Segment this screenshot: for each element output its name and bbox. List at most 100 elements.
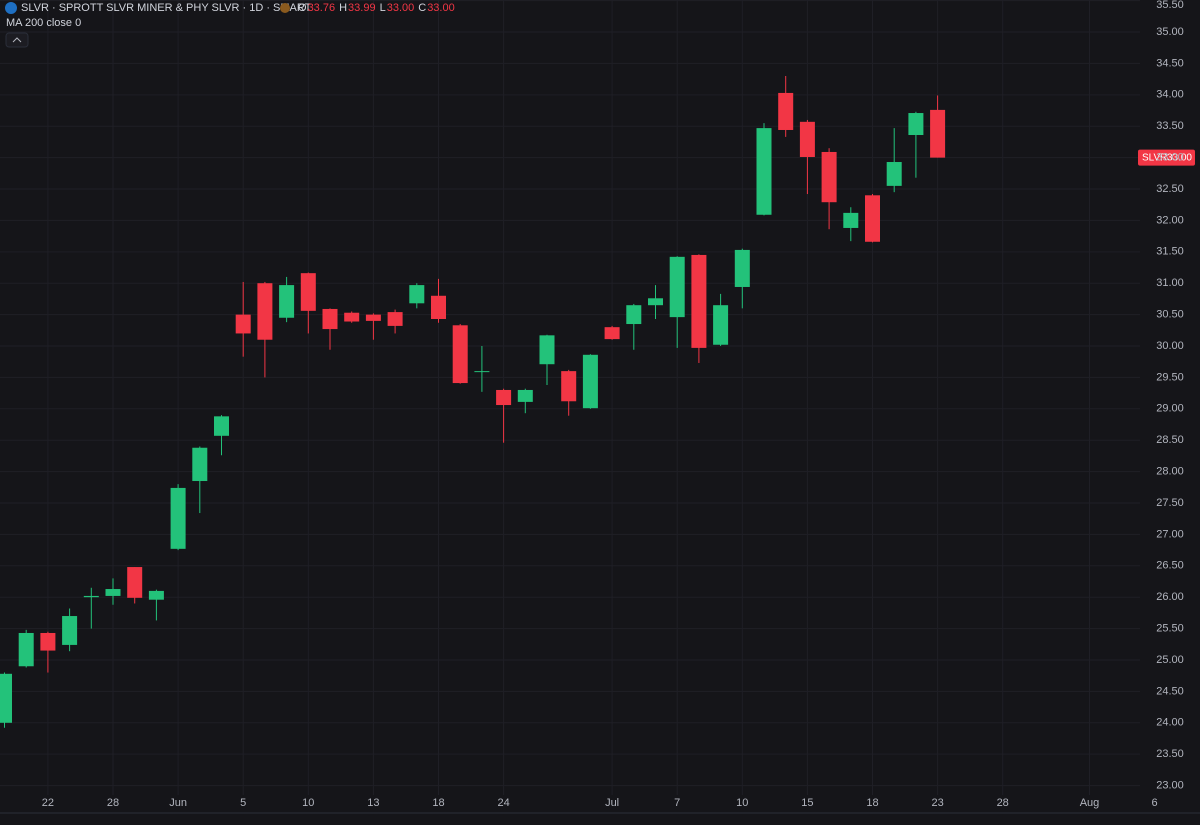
candle-body	[279, 285, 295, 318]
x-tick-label: 22	[42, 797, 54, 809]
y-tick-label: 24.00	[1156, 717, 1184, 729]
y-tick-label: 26.50	[1156, 560, 1184, 572]
y-tick-label: 32.50	[1156, 183, 1184, 195]
y-tick-label: 28.50	[1156, 434, 1184, 446]
price-tag-symbol: SLVR	[1142, 152, 1167, 163]
price-tag-value: 33.00	[1167, 152, 1192, 163]
candle-body	[257, 283, 273, 340]
y-tick-label: 26.00	[1156, 591, 1184, 603]
candle-body	[83, 595, 99, 598]
candle-body	[648, 298, 663, 306]
y-tick-label: 25.00	[1156, 654, 1184, 666]
y-tick-label: 23.00	[1156, 779, 1184, 791]
x-tick-label: Jun	[169, 797, 187, 809]
ohlc-key: H	[339, 2, 347, 14]
ohlc-key: C	[418, 2, 426, 14]
y-tick-label: 33.00	[1156, 152, 1184, 164]
y-tick-label: 34.00	[1156, 89, 1184, 101]
candle-body	[344, 312, 360, 322]
y-tick-label: 23.50	[1156, 748, 1184, 760]
candle-body	[431, 295, 446, 320]
x-tick-label: 6	[1152, 797, 1158, 809]
x-tick-label: 18	[432, 797, 444, 809]
y-tick-label: 29.50	[1156, 371, 1184, 383]
candle-body	[930, 109, 946, 158]
collapse-button[interactable]	[5, 32, 29, 48]
candle-body	[0, 673, 12, 723]
candle-body	[517, 389, 533, 402]
candle-body	[235, 314, 251, 334]
candle-body	[865, 195, 880, 242]
y-tick-label: 30.00	[1156, 340, 1184, 352]
y-tick-label: 33.50	[1156, 120, 1184, 132]
candle-body	[40, 632, 56, 651]
x-tick-label: Jul	[605, 797, 619, 809]
x-tick-label: 5	[240, 797, 246, 809]
x-tick-label: 28	[107, 797, 119, 809]
candle-body	[496, 389, 512, 406]
price-tag: SLVR 33.00	[1138, 149, 1195, 166]
y-tick-label: 24.50	[1156, 685, 1184, 697]
x-tick-label: 28	[997, 797, 1009, 809]
candle-body	[713, 305, 729, 345]
candle-body	[365, 314, 381, 321]
candle-body	[474, 371, 490, 373]
candle-body	[148, 590, 164, 600]
y-tick-label: 31.00	[1156, 277, 1184, 289]
ohlc-header: O 33.76 H 33.99 L 33.00 C 33.00	[298, 2, 455, 14]
collapse-icon	[12, 37, 22, 43]
candle-body	[886, 162, 902, 186]
ohlc-value: 33.76	[308, 2, 336, 14]
ohlc-key: O	[298, 2, 307, 14]
candle-body	[908, 113, 924, 136]
candles	[0, 75, 946, 728]
candle-body	[192, 447, 208, 482]
ohlc-key: L	[380, 2, 386, 14]
symbol-logo	[5, 2, 17, 14]
x-tick-label: 23	[931, 797, 943, 809]
candle-body	[799, 121, 815, 157]
x-tick-label: Aug	[1080, 797, 1100, 809]
exchange-icon	[280, 3, 290, 13]
candle-body	[561, 371, 577, 402]
x-tick-label: 13	[367, 797, 379, 809]
x-tick-label: 7	[674, 797, 680, 809]
candle-body	[604, 327, 620, 340]
ohlc-value: 33.00	[387, 2, 415, 14]
y-tick-label: 25.50	[1156, 622, 1184, 634]
ohlc-value: 33.00	[427, 2, 455, 14]
candle-body	[18, 632, 34, 667]
symbol-line: SLVR · SPROTT SLVR MINER & PHY SLVR · 1D…	[21, 2, 312, 14]
candle-body	[452, 325, 468, 384]
candle-body	[734, 249, 750, 287]
y-tick-label: 30.50	[1156, 309, 1184, 321]
y-tick-label: 35.50	[1156, 0, 1184, 11]
x-tick-label: 24	[497, 797, 509, 809]
candle-body	[62, 616, 78, 645]
y-tick-label: 27.50	[1156, 497, 1184, 509]
y-tick-label: 31.50	[1156, 246, 1184, 258]
ohlc-value: 33.99	[348, 2, 376, 14]
indicator-label: MA 200 close 0	[6, 17, 81, 29]
candle-body	[322, 308, 338, 330]
x-tick-label: 10	[302, 797, 314, 809]
candle-body	[821, 151, 837, 203]
y-tick-label: 32.00	[1156, 214, 1184, 226]
candle-body	[669, 256, 685, 318]
candle-body	[387, 312, 403, 326]
candle-body	[843, 212, 859, 228]
x-tick-label: 15	[801, 797, 813, 809]
candle-body	[582, 354, 598, 409]
candle-body	[778, 92, 794, 130]
candle-body	[127, 567, 143, 598]
candle-body	[300, 273, 316, 311]
price-tag-box	[1138, 149, 1195, 166]
y-tick-label: 29.00	[1156, 403, 1184, 415]
x-tick-label: 18	[866, 797, 878, 809]
candle-body	[539, 335, 555, 365]
x-tick-label: 10	[736, 797, 748, 809]
candle-body	[170, 487, 186, 549]
